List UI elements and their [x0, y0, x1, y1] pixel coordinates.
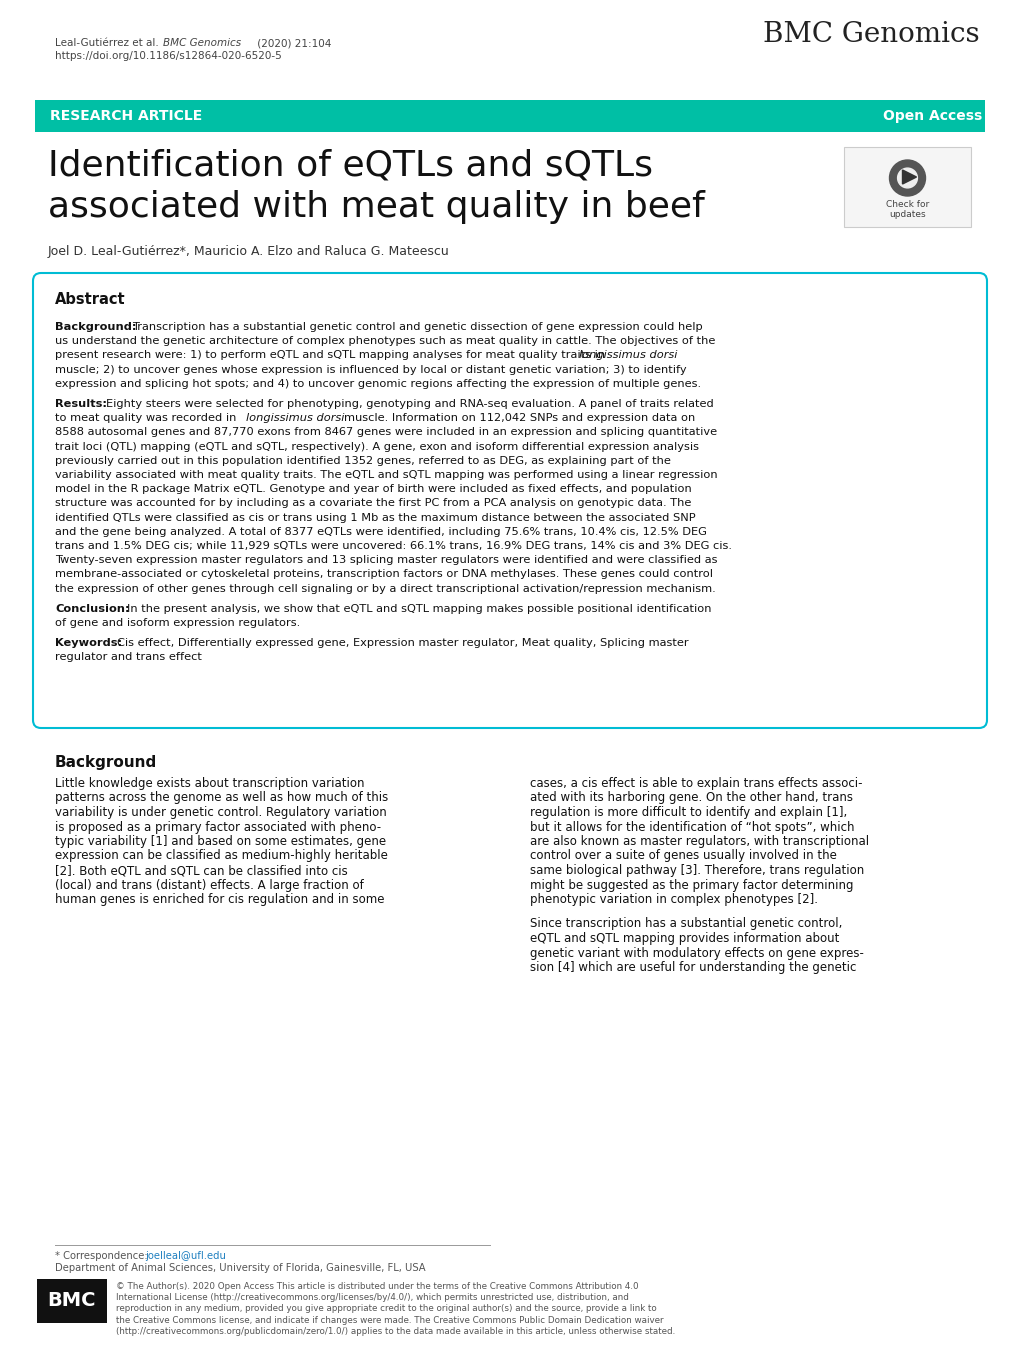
Text: BMC Genomics: BMC Genomics: [762, 22, 979, 49]
Circle shape: [889, 160, 924, 196]
Text: Background:: Background:: [55, 322, 137, 332]
Text: BMC Genomics: BMC Genomics: [163, 38, 240, 47]
Text: regulation is more difficult to identify and explain [1],: regulation is more difficult to identify…: [530, 806, 847, 818]
Text: and the gene being analyzed. A total of 8377 eQTLs were identified, including 75: and the gene being analyzed. A total of …: [55, 527, 706, 537]
Text: Transcription has a substantial genetic control and genetic dissection of gene e: Transcription has a substantial genetic …: [131, 322, 702, 332]
Text: to meat quality was recorded in: to meat quality was recorded in: [55, 413, 236, 423]
Text: muscle; 2) to uncover genes whose expression is influenced by local or distant g: muscle; 2) to uncover genes whose expres…: [55, 364, 686, 374]
Text: Leal-Gutiérrez et al.: Leal-Gutiérrez et al.: [55, 38, 162, 47]
Text: RESEARCH ARTICLE: RESEARCH ARTICLE: [50, 108, 202, 123]
Text: eQTL and sQTL mapping provides information about: eQTL and sQTL mapping provides informati…: [530, 932, 839, 944]
Text: control over a suite of genes usually involved in the: control over a suite of genes usually in…: [530, 850, 836, 863]
Text: * Correspondence:: * Correspondence:: [55, 1251, 151, 1262]
Text: Check for: Check for: [886, 201, 928, 209]
Text: trait loci (QTL) mapping (eQTL and sQTL, respectively). A gene, exon and isoform: trait loci (QTL) mapping (eQTL and sQTL,…: [55, 442, 698, 451]
Text: Eighty steers were selected for phenotyping, genotyping and RNA-seq evaluation. : Eighty steers were selected for phenotyp…: [106, 398, 713, 409]
Text: 8588 autosomal genes and 87,770 exons from 8467 genes were included in an expres: 8588 autosomal genes and 87,770 exons fr…: [55, 427, 716, 438]
Text: expression can be classified as medium-highly heritable: expression can be classified as medium-h…: [55, 850, 387, 863]
Text: Conclusion:: Conclusion:: [55, 604, 129, 614]
Text: (http://creativecommons.org/publicdomain/zero/1.0/) applies to the data made ava: (http://creativecommons.org/publicdomain…: [116, 1327, 675, 1336]
Text: expression and splicing hot spots; and 4) to uncover genomic regions affecting t: expression and splicing hot spots; and 4…: [55, 379, 700, 389]
Text: phenotypic variation in complex phenotypes [2].: phenotypic variation in complex phenotyp…: [530, 893, 817, 906]
Text: muscle. Information on 112,042 SNPs and expression data on: muscle. Information on 112,042 SNPs and …: [343, 413, 695, 423]
Text: the Creative Commons license, and indicate if changes were made. The Creative Co: the Creative Commons license, and indica…: [116, 1316, 663, 1325]
Text: but it allows for the identification of “hot spots”, which: but it allows for the identification of …: [530, 821, 854, 833]
Text: cases, a cis effect is able to explain trans effects associ-: cases, a cis effect is able to explain t…: [530, 776, 862, 790]
Text: same biological pathway [3]. Therefore, trans regulation: same biological pathway [3]. Therefore, …: [530, 864, 863, 877]
Text: structure was accounted for by including as a covariate the first PC from a PCA : structure was accounted for by including…: [55, 499, 691, 508]
Text: patterns across the genome as well as how much of this: patterns across the genome as well as ho…: [55, 791, 388, 805]
Text: Cis effect, Differentially expressed gene, Expression master regulator, Meat qua: Cis effect, Differentially expressed gen…: [117, 638, 688, 648]
Text: Keywords:: Keywords:: [55, 638, 122, 648]
Text: (local) and trans (distant) effects. A large fraction of: (local) and trans (distant) effects. A l…: [55, 878, 364, 892]
Text: Abstract: Abstract: [55, 291, 125, 308]
Text: trans and 1.5% DEG cis; while 11,929 sQTLs were uncovered: 66.1% trans, 16.9% DE: trans and 1.5% DEG cis; while 11,929 sQT…: [55, 541, 732, 551]
Text: model in the R package Matrix eQTL. Genotype and year of birth were included as : model in the R package Matrix eQTL. Geno…: [55, 484, 691, 495]
Text: International License (http://creativecommons.org/licenses/by/4.0/), which permi: International License (http://creativeco…: [116, 1293, 629, 1302]
Text: BMC: BMC: [48, 1291, 96, 1310]
Text: Identification of eQTLs and sQTLs: Identification of eQTLs and sQTLs: [48, 148, 652, 182]
Text: typic variability [1] and based on some estimates, gene: typic variability [1] and based on some …: [55, 835, 386, 848]
FancyBboxPatch shape: [843, 146, 970, 228]
Text: Joel D. Leal-Gutiérrez*, Mauricio A. Elzo and Raluca G. Mateescu: Joel D. Leal-Gutiérrez*, Mauricio A. Elz…: [48, 245, 449, 257]
Text: [2]. Both eQTL and sQTL can be classified into cis: [2]. Both eQTL and sQTL can be classifie…: [55, 864, 347, 877]
Circle shape: [897, 168, 916, 188]
Text: ated with its harboring gene. On the other hand, trans: ated with its harboring gene. On the oth…: [530, 791, 852, 805]
Text: reproduction in any medium, provided you give appropriate credit to the original: reproduction in any medium, provided you…: [116, 1305, 656, 1313]
Polygon shape: [902, 169, 916, 184]
Text: the expression of other genes through cell signaling or by a direct transcriptio: the expression of other genes through ce…: [55, 584, 715, 593]
Text: sion [4] which are useful for understanding the genetic: sion [4] which are useful for understand…: [530, 961, 856, 974]
Text: are also known as master regulators, with transcriptional: are also known as master regulators, wit…: [530, 835, 868, 848]
Text: might be suggested as the primary factor determining: might be suggested as the primary factor…: [530, 878, 853, 892]
Text: human genes is enriched for cis regulation and in some: human genes is enriched for cis regulati…: [55, 893, 384, 906]
Text: Little knowledge exists about transcription variation: Little knowledge exists about transcript…: [55, 776, 364, 790]
Text: (2020) 21:104: (2020) 21:104: [240, 38, 331, 47]
Text: © The Author(s). 2020 Open Access This article is distributed under the terms of: © The Author(s). 2020 Open Access This a…: [116, 1282, 638, 1291]
Text: updates: updates: [889, 210, 925, 220]
Text: previously carried out in this population identified 1352 genes, referred to as : previously carried out in this populatio…: [55, 455, 671, 466]
Text: variability associated with meat quality traits. The eQTL and sQTL mapping was p: variability associated with meat quality…: [55, 470, 717, 480]
Text: longissimus dorsi: longissimus dorsi: [246, 413, 344, 423]
Text: variability is under genetic control. Regulatory variation: variability is under genetic control. Re…: [55, 806, 386, 818]
Text: of gene and isoform expression regulators.: of gene and isoform expression regulator…: [55, 618, 300, 627]
Text: joelleal@ufl.edu: joelleal@ufl.edu: [145, 1251, 225, 1262]
Text: genetic variant with modulatory effects on gene expres-: genetic variant with modulatory effects …: [530, 947, 863, 959]
Text: regulator and trans effect: regulator and trans effect: [55, 652, 202, 663]
FancyBboxPatch shape: [35, 100, 984, 131]
Text: Since transcription has a substantial genetic control,: Since transcription has a substantial ge…: [530, 917, 842, 931]
Text: In the present analysis, we show that eQTL and sQTL mapping makes possible posit: In the present analysis, we show that eQ…: [127, 604, 711, 614]
FancyBboxPatch shape: [33, 272, 986, 728]
Text: longissimus dorsi: longissimus dorsi: [579, 351, 677, 360]
Text: Twenty-seven expression master regulators and 13 splicing master regulators were: Twenty-seven expression master regulator…: [55, 556, 716, 565]
Text: membrane-associated or cytoskeletal proteins, transcription factors or DNA methy: membrane-associated or cytoskeletal prot…: [55, 569, 712, 580]
Text: is proposed as a primary factor associated with pheno-: is proposed as a primary factor associat…: [55, 821, 381, 833]
Text: associated with meat quality in beef: associated with meat quality in beef: [48, 190, 704, 224]
Text: https://doi.org/10.1186/s12864-020-6520-5: https://doi.org/10.1186/s12864-020-6520-…: [55, 51, 281, 61]
Text: Results:: Results:: [55, 398, 107, 409]
Text: Open Access: Open Access: [881, 108, 981, 123]
Text: identified QTLs were classified as cis or trans using 1 Mb as the maximum distan: identified QTLs were classified as cis o…: [55, 512, 695, 523]
FancyBboxPatch shape: [37, 1279, 107, 1322]
Text: present research were: 1) to perform eQTL and sQTL mapping analyses for meat qua: present research were: 1) to perform eQT…: [55, 351, 608, 360]
Text: Background: Background: [55, 755, 157, 770]
Text: Department of Animal Sciences, University of Florida, Gainesville, FL, USA: Department of Animal Sciences, Universit…: [55, 1263, 425, 1272]
Text: us understand the genetic architecture of complex phenotypes such as meat qualit: us understand the genetic architecture o…: [55, 336, 714, 346]
